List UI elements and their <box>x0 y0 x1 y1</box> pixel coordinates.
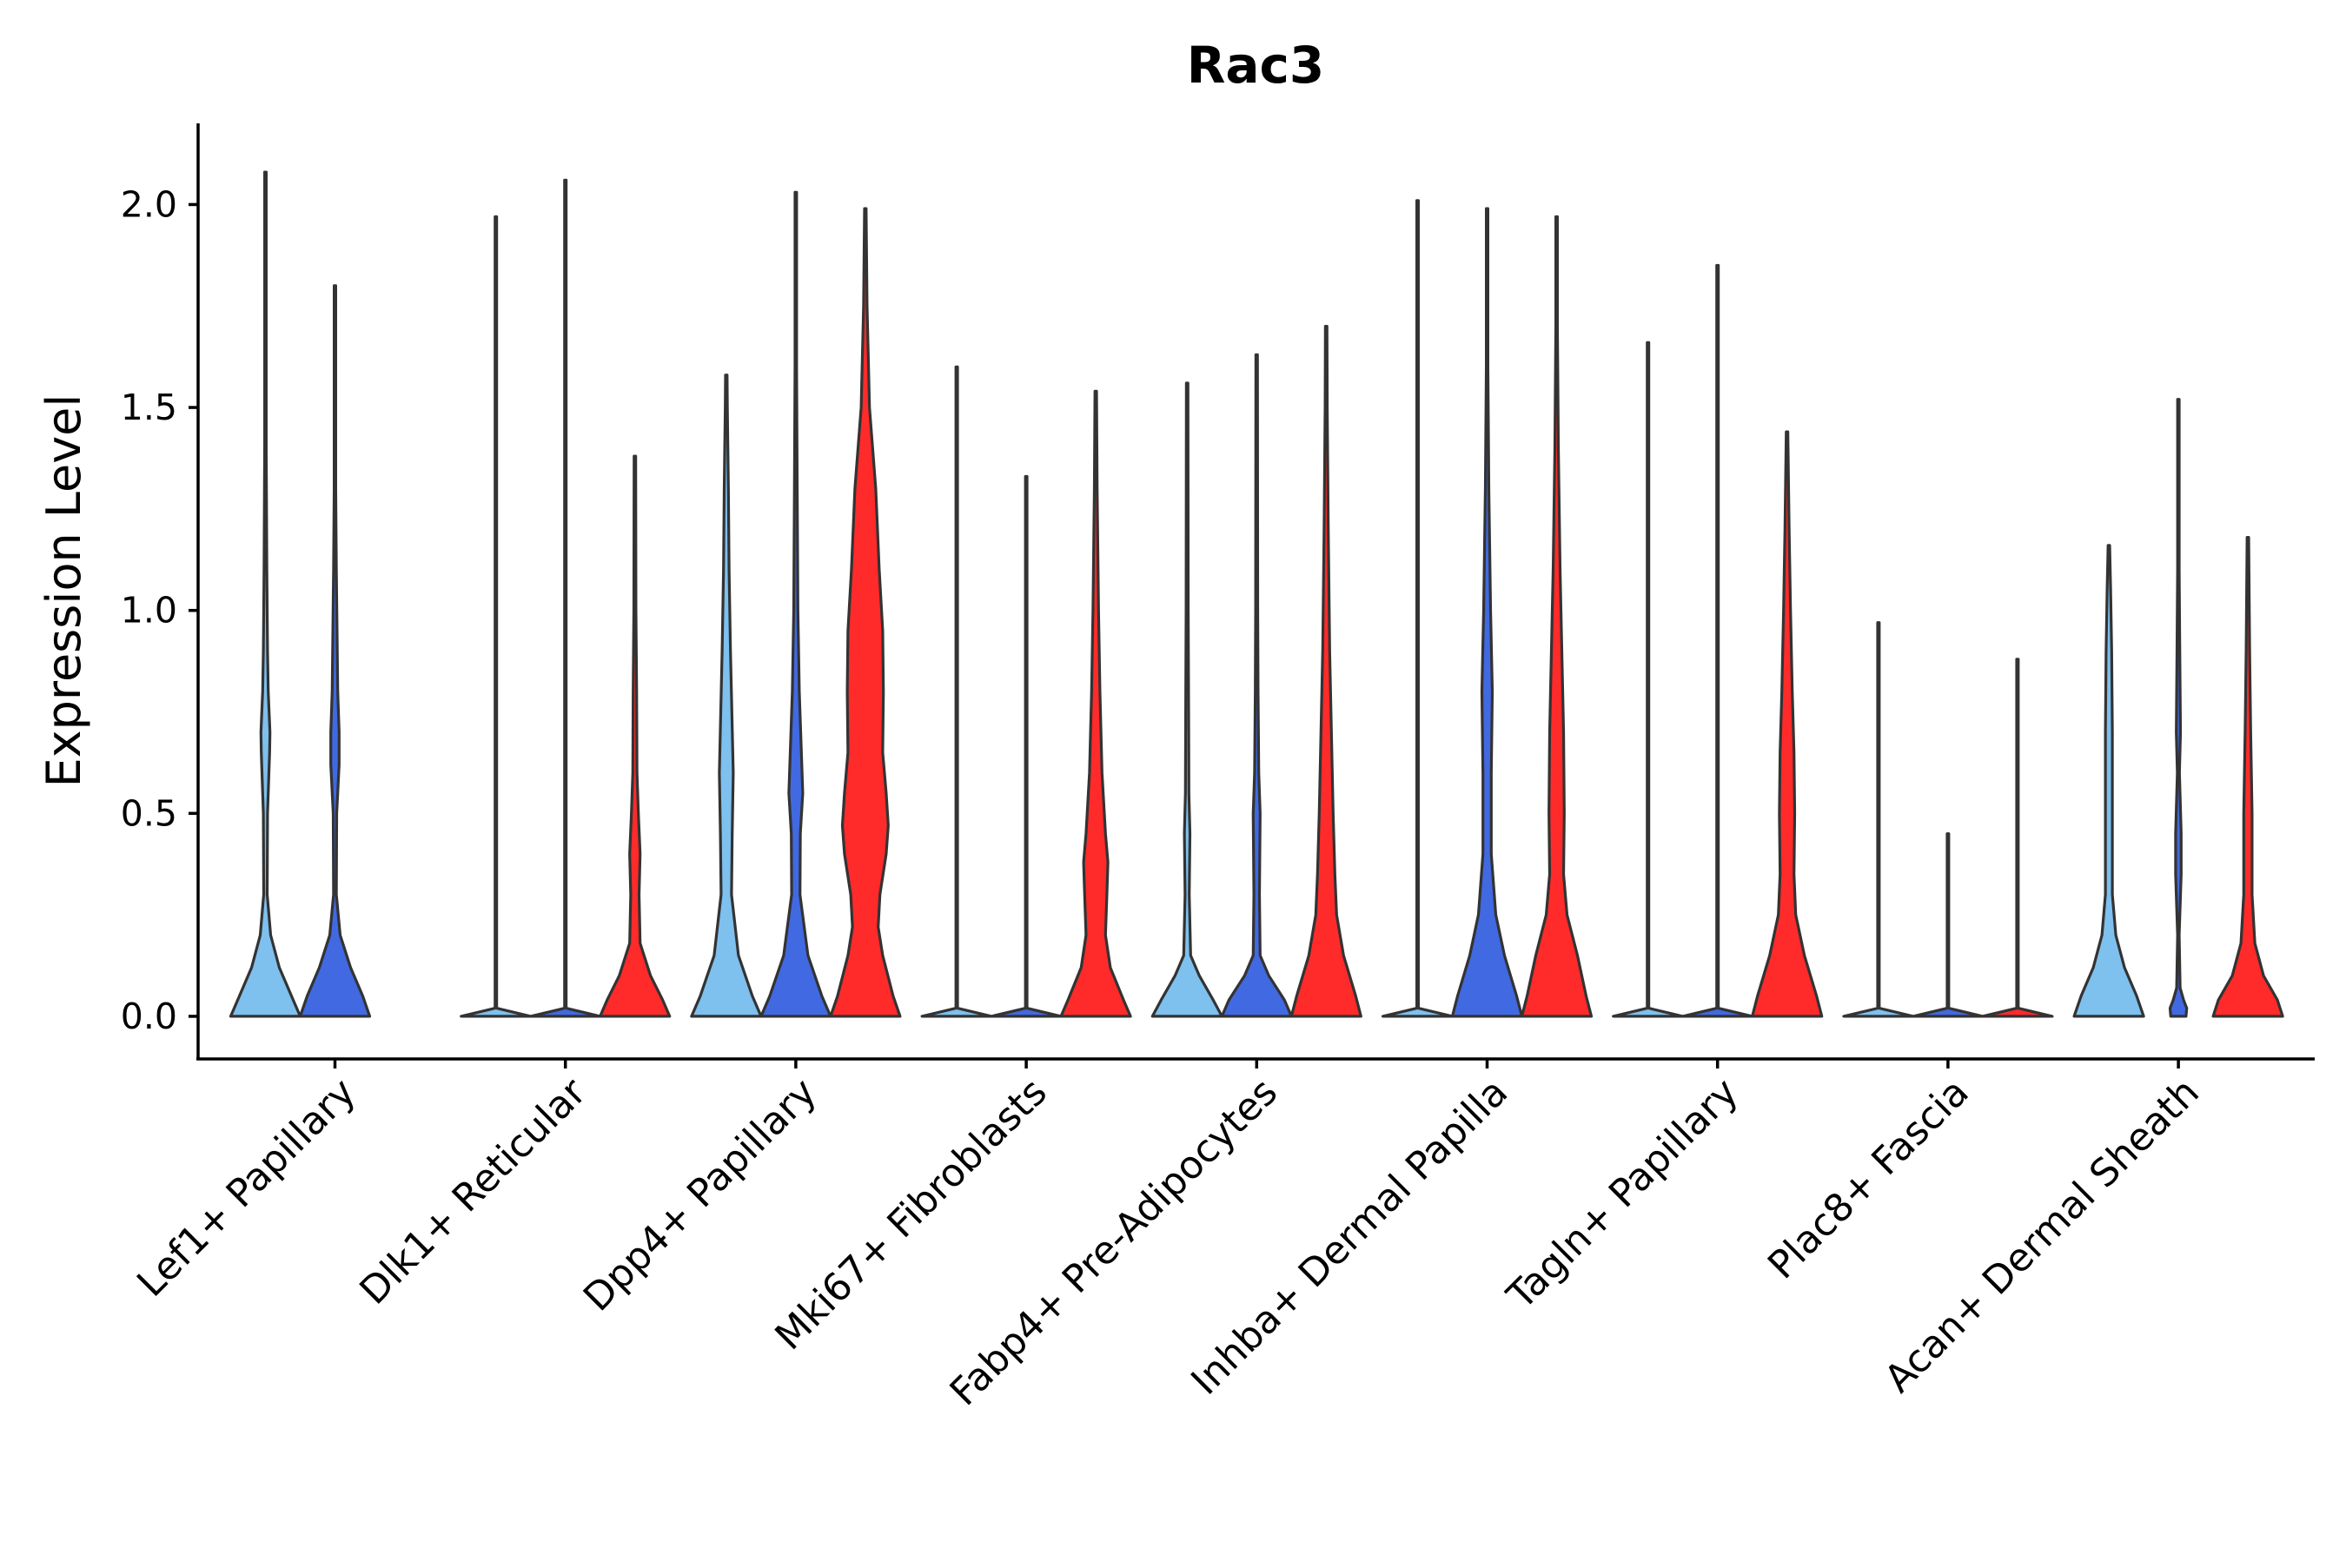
violin-fabp4-pre-adipocytes-group-3 <box>1289 325 1362 1018</box>
violin-dlk1-reticular-group-3 <box>599 454 672 1018</box>
violin-mki67-fibroblasts-group-1 <box>920 365 993 1018</box>
violin-tagln-papillary-group-3 <box>1751 430 1824 1018</box>
violin-lef1-papillary-group-1 <box>229 170 302 1018</box>
violin-acan-dermal-sheath-group-3 <box>2211 536 2284 1018</box>
x-tick-label: Dlk1+ Reticular <box>352 1069 596 1313</box>
violin-inhba-dermal-papilla-group-3 <box>1520 215 1594 1018</box>
violin-acan-dermal-sheath-group-1 <box>2072 544 2145 1018</box>
violin-fabp4-pre-adipocytes-group-2 <box>1220 353 1293 1018</box>
violin-acan-dermal-sheath-group-2 <box>2168 398 2189 1018</box>
violin-inhba-dermal-papilla-group-1 <box>1381 199 1455 1018</box>
violin-dpp4-papillary-group-1 <box>690 374 763 1018</box>
violin-dlk1-reticular-group-2 <box>529 178 602 1018</box>
x-tick-label: Plac8+ Fascia <box>1760 1070 1978 1288</box>
violin-fabp4-pre-adipocytes-group-1 <box>1150 381 1223 1018</box>
y-tick-label: 1.0 <box>121 590 177 632</box>
y-tick-label: 0.0 <box>121 996 177 1037</box>
violin-plac8-fascia-group-2 <box>1912 832 1985 1018</box>
x-tick-label: Tagln+ Papillary <box>1498 1070 1746 1319</box>
x-tick-label: Dpp4+ Papillary <box>575 1070 825 1320</box>
y-tick-label: 0.5 <box>121 792 177 834</box>
y-tick-label: 1.5 <box>121 387 177 428</box>
violin-plac8-fascia-group-1 <box>1842 621 1915 1018</box>
violin-plac8-fascia-group-3 <box>1981 658 2054 1018</box>
chart-title: Rac3 <box>1187 36 1325 95</box>
violin-dlk1-reticular-group-1 <box>460 215 533 1018</box>
violin-tagln-papillary-group-2 <box>1681 263 1754 1018</box>
x-tick-label: Lef1+ Papillary <box>129 1070 364 1306</box>
y-tick-label: 2.0 <box>121 183 177 225</box>
violin-mki67-fibroblasts-group-2 <box>990 474 1063 1018</box>
violin-lef1-papillary-group-2 <box>298 284 372 1018</box>
violin-dpp4-papillary-group-2 <box>759 190 832 1018</box>
violin-layer <box>229 170 2284 1018</box>
violin-inhba-dermal-papilla-group-2 <box>1450 207 1524 1018</box>
violin-tagln-papillary-group-1 <box>1612 341 1685 1018</box>
y-axis-label: Expression Level <box>36 394 91 788</box>
violin-dpp4-papillary-group-3 <box>829 207 902 1018</box>
y-ticks: 0.0 0.5 1.0 1.5 2.0 <box>121 183 198 1037</box>
violin-mki67-fibroblasts-group-3 <box>1059 389 1132 1018</box>
